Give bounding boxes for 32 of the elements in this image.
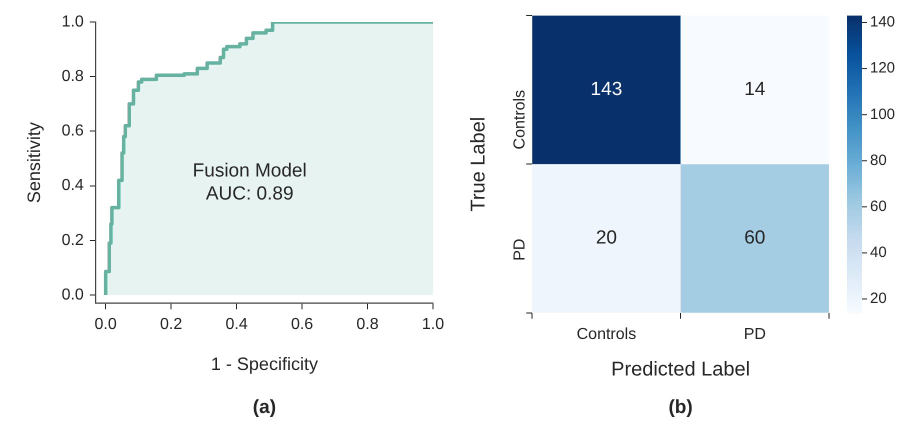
x-tick-label: 0.0	[94, 316, 117, 334]
y-axis-title: True Label	[468, 116, 490, 212]
x-tick-label: PD	[744, 326, 766, 343]
color-bar-label: 120	[870, 60, 896, 77]
x-tick-label: Controls	[576, 326, 636, 343]
annotation: Fusion Model AUC: 0.89	[192, 160, 307, 204]
color-bar-label: 80	[870, 152, 887, 169]
data-label: 60	[744, 228, 766, 249]
x-tick-label: 1.0	[422, 316, 444, 334]
data-label: 14	[744, 79, 766, 100]
x-tick-label: 0.8	[356, 316, 379, 334]
color-bar-label: 100	[870, 106, 896, 123]
text: (a)	[252, 397, 276, 418]
color-bar-label: 40	[870, 244, 887, 262]
color-bar-label: 20	[870, 290, 887, 308]
y-tick-label: 0.4	[62, 177, 84, 194]
y-tick-label: 0.6	[62, 122, 84, 140]
x-axis-title: 1 - Specificity	[210, 354, 318, 374]
x-axis-title: Predicted Label	[611, 358, 750, 381]
y-tick-label: 0.8	[62, 68, 84, 86]
y-tick-label: 1.0	[62, 13, 84, 30]
x-tick-label: 0.4	[225, 316, 248, 334]
color-bar-label: 140	[870, 14, 896, 31]
data-label: 20	[596, 228, 617, 249]
color-bar-label: 60	[870, 198, 887, 215]
text: (b)	[668, 397, 693, 418]
y-axis-title: Sensitivity	[24, 122, 44, 204]
x-tick-label: 0.2	[160, 316, 182, 334]
y-tick-label: 0.0	[62, 286, 84, 304]
data-label: 143	[590, 79, 622, 100]
x-tick-label: 0.6	[290, 316, 314, 334]
y-tick-label: 0.2	[62, 232, 84, 249]
